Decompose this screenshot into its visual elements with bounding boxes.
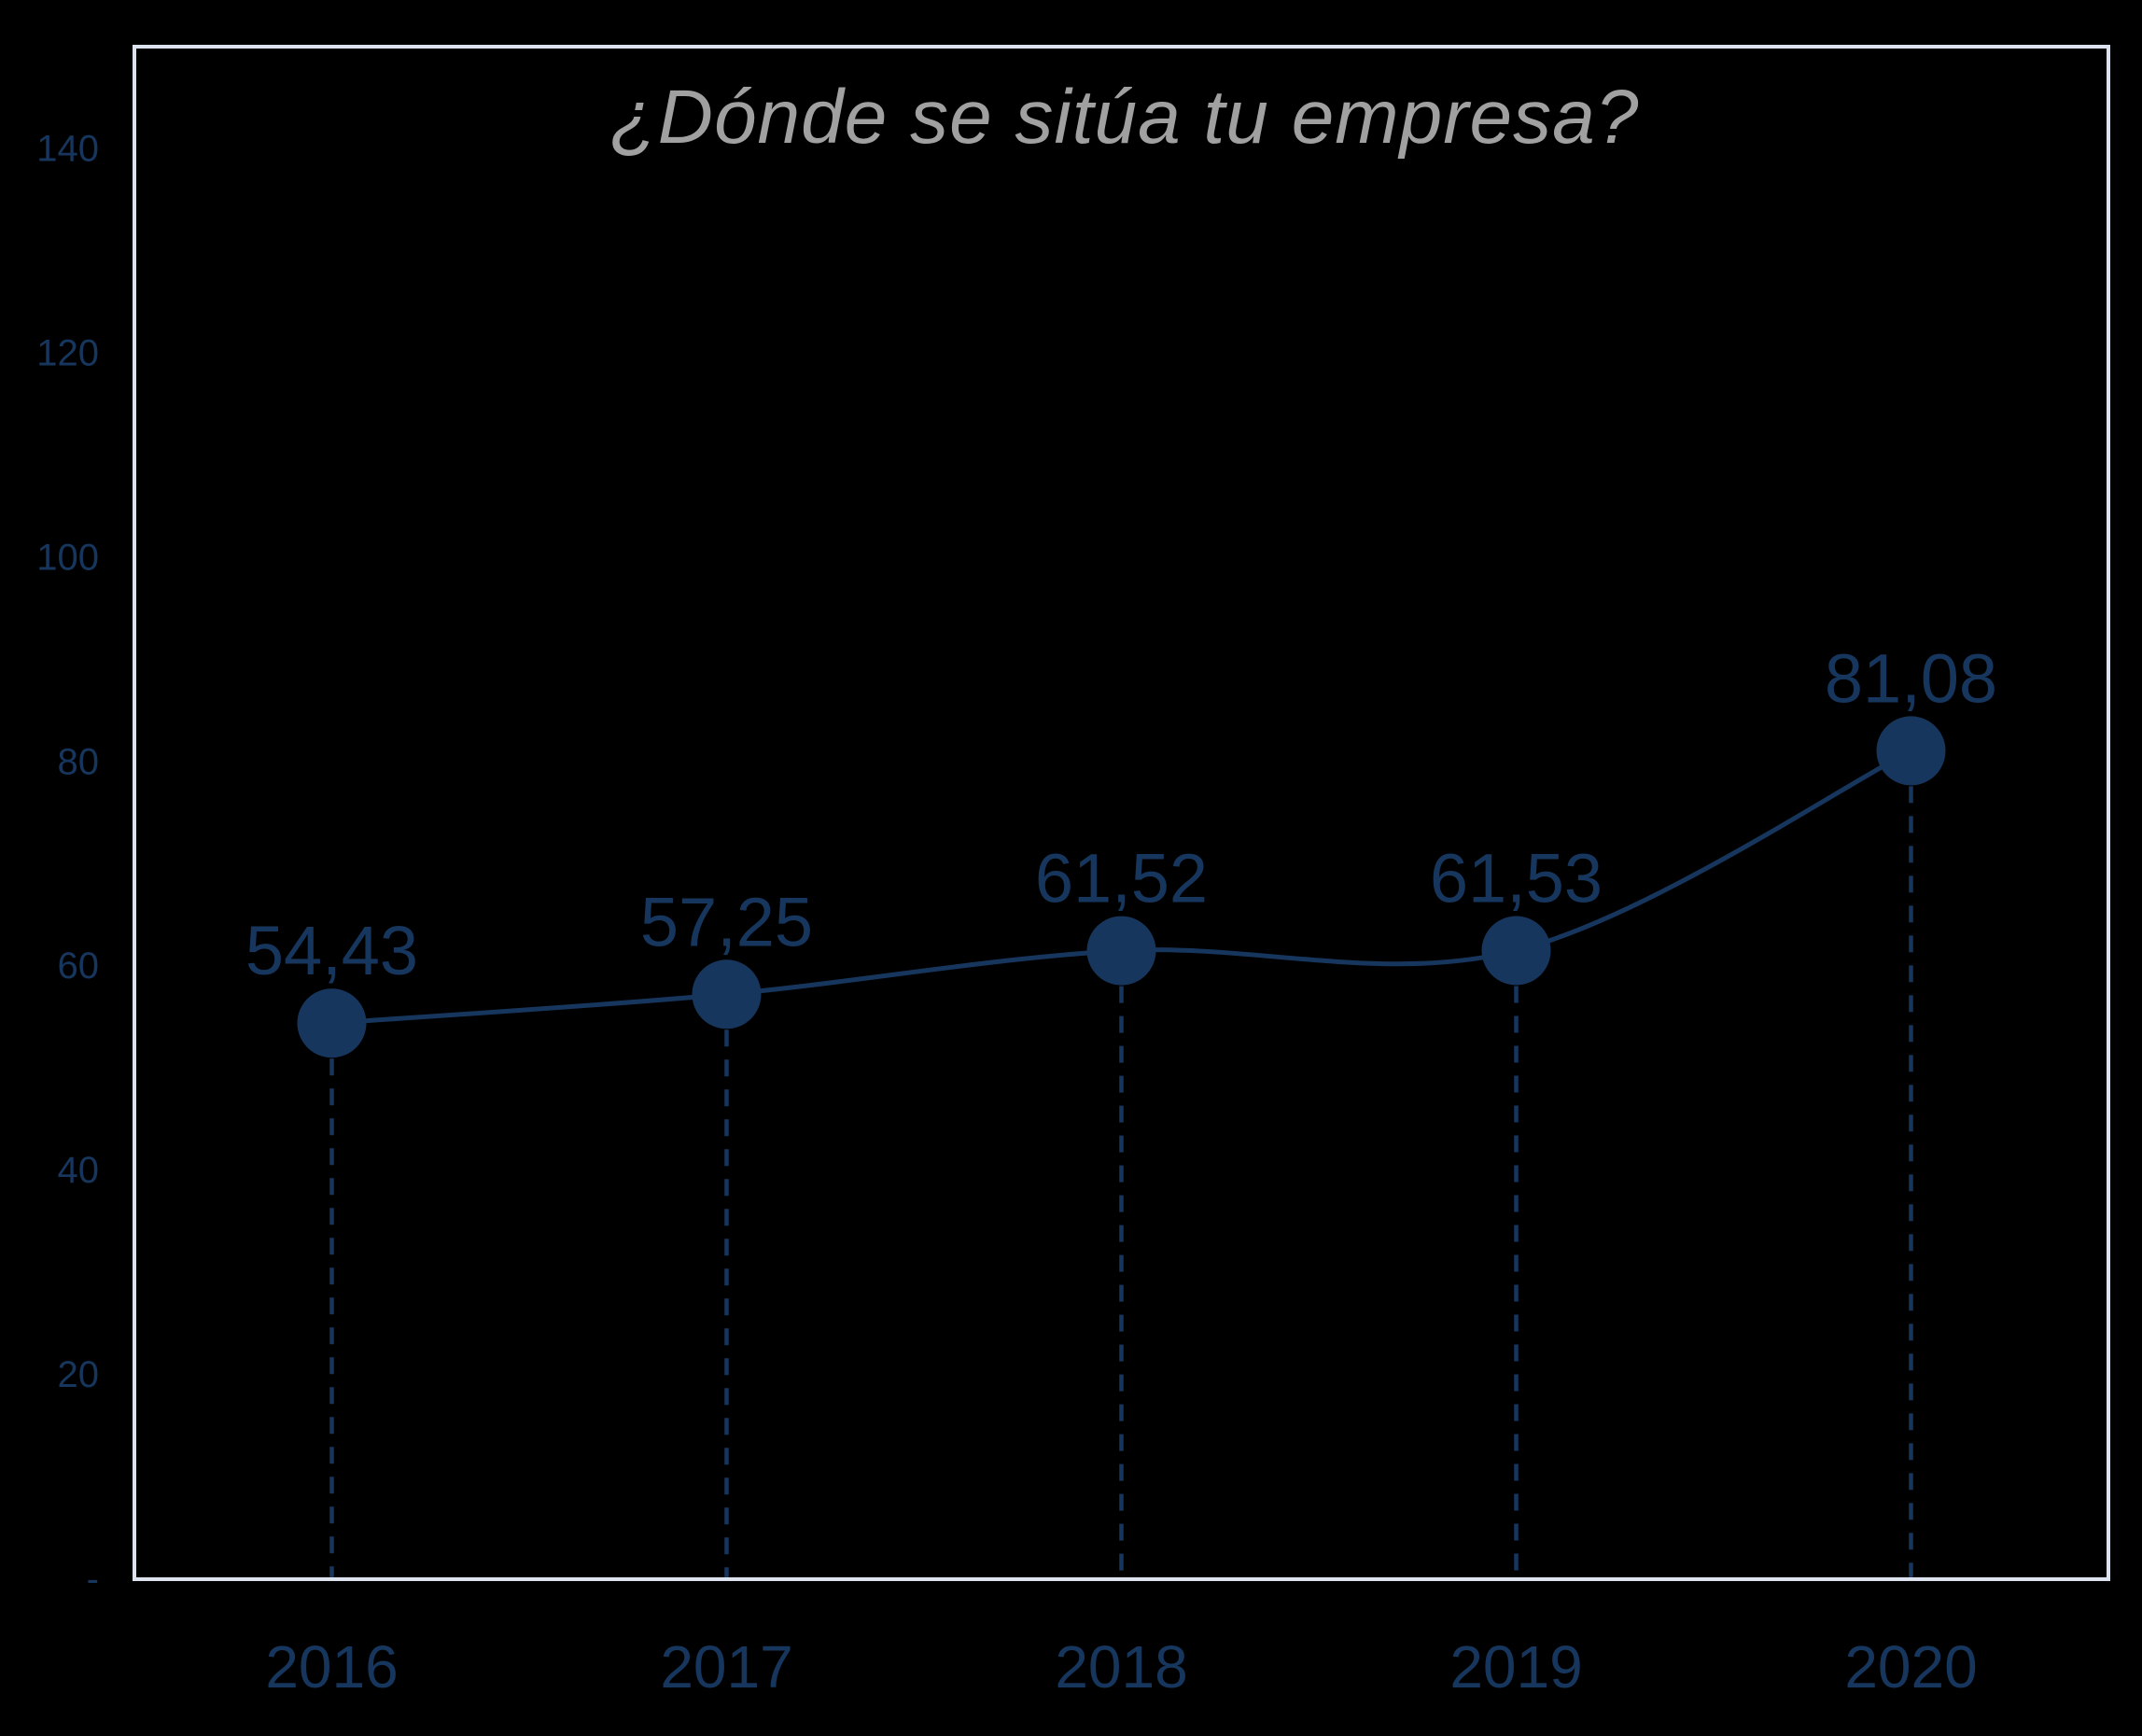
- y-tick-label: -: [87, 1559, 99, 1600]
- x-axis-labels: 2016 2017 2018 2019 2020: [265, 1633, 1977, 1701]
- data-point: [692, 959, 762, 1029]
- data-point: [1086, 916, 1156, 986]
- x-category-label: 2020: [1844, 1633, 1977, 1701]
- y-axis-labels: - 20 40 60 80 100 120 140: [36, 129, 99, 1601]
- x-category-label: 2018: [1055, 1633, 1187, 1701]
- data-point-label: 61,52: [1035, 840, 1208, 917]
- chart-title: ¿Dónde se sitúa tu empresa?: [610, 75, 1640, 160]
- y-tick-label: 40: [58, 1150, 100, 1191]
- data-point-label: 54,43: [245, 912, 418, 989]
- data-point-label: 81,08: [1825, 639, 1997, 717]
- data-point-label: 57,25: [640, 883, 813, 960]
- y-tick-label: 120: [36, 332, 99, 373]
- x-category-label: 2017: [660, 1633, 792, 1701]
- drop-lines-group: [329, 786, 1913, 1577]
- y-tick-label: 60: [58, 945, 100, 987]
- plot-area-border: [133, 45, 2110, 1581]
- data-points-group: [297, 716, 1946, 1058]
- y-tick-label: 20: [58, 1354, 100, 1395]
- x-category-label: 2019: [1449, 1633, 1582, 1701]
- y-tick-label: 80: [58, 741, 100, 782]
- data-point-label: 61,53: [1430, 840, 1603, 917]
- y-tick-label: 140: [36, 129, 99, 170]
- data-labels-group: 54,43 57,25 61,52 61,53 81,08: [245, 639, 1997, 989]
- data-point: [1876, 716, 1946, 786]
- y-tick-label: 100: [36, 537, 99, 578]
- data-point: [297, 988, 367, 1058]
- data-point: [1481, 916, 1551, 986]
- x-category-label: 2016: [265, 1633, 398, 1701]
